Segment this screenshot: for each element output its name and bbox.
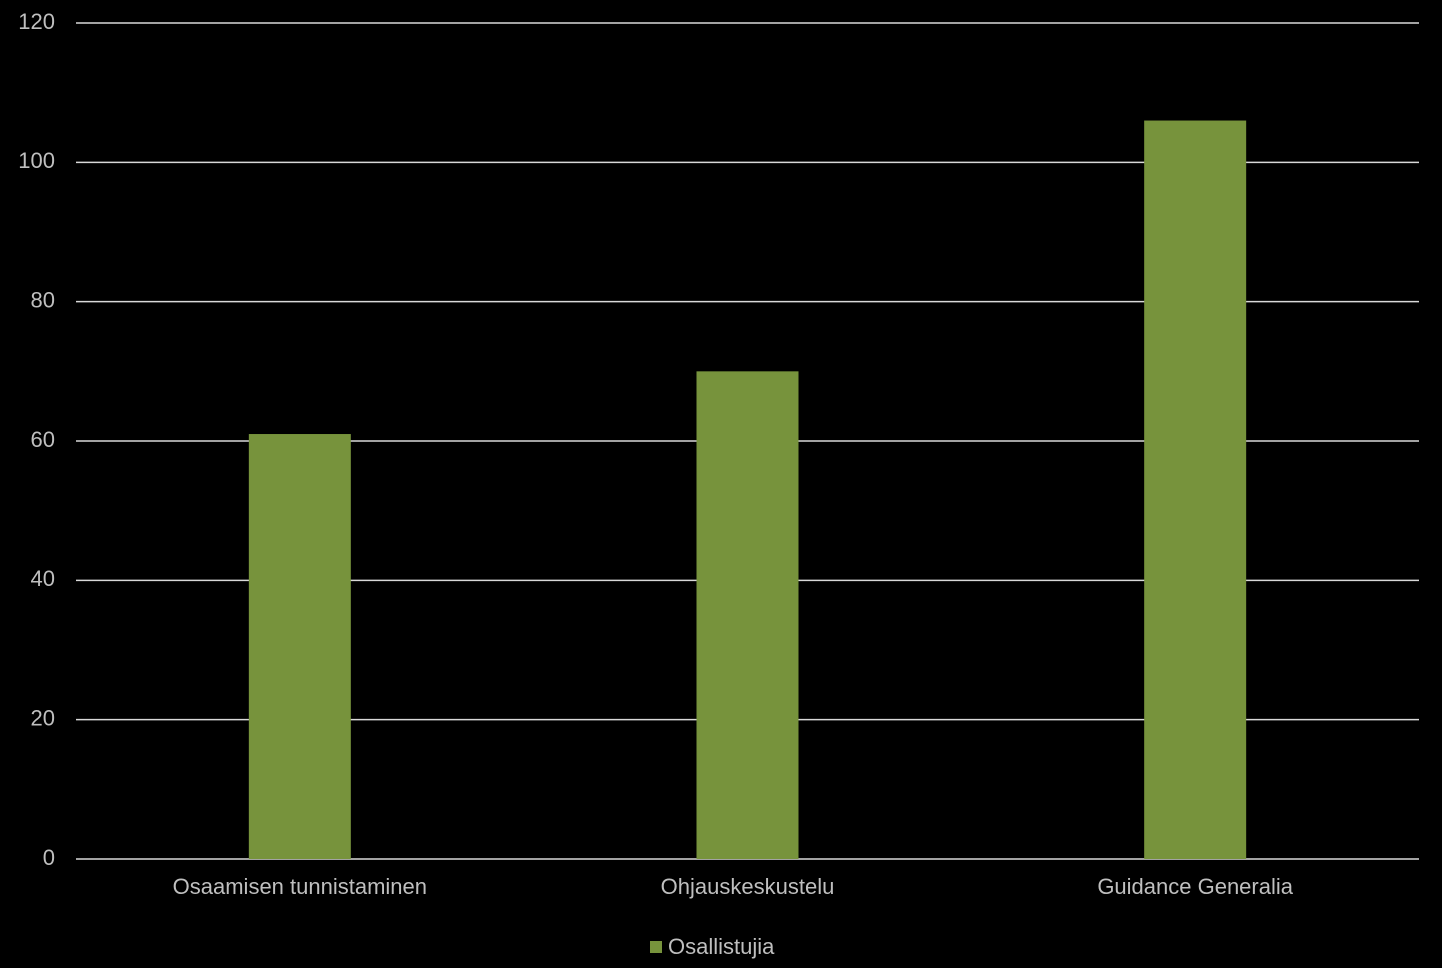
- y-tick-label: 20: [31, 705, 55, 730]
- x-tick-label: Osaamisen tunnistaminen: [173, 874, 427, 899]
- y-tick-label: 80: [31, 287, 55, 312]
- legend-label: Osallistujia: [668, 934, 775, 959]
- x-tick-label: Ohjauskeskustelu: [661, 874, 835, 899]
- bar: [248, 434, 351, 859]
- bar: [696, 371, 799, 859]
- bar: [1144, 120, 1247, 860]
- y-tick-label: 40: [31, 566, 55, 591]
- y-tick-label: 100: [18, 148, 55, 173]
- y-tick-label: 0: [43, 845, 55, 870]
- y-tick-label: 60: [31, 427, 55, 452]
- x-tick-label: Guidance Generalia: [1097, 874, 1293, 899]
- y-tick-label: 120: [18, 9, 55, 34]
- legend-swatch: [650, 941, 662, 953]
